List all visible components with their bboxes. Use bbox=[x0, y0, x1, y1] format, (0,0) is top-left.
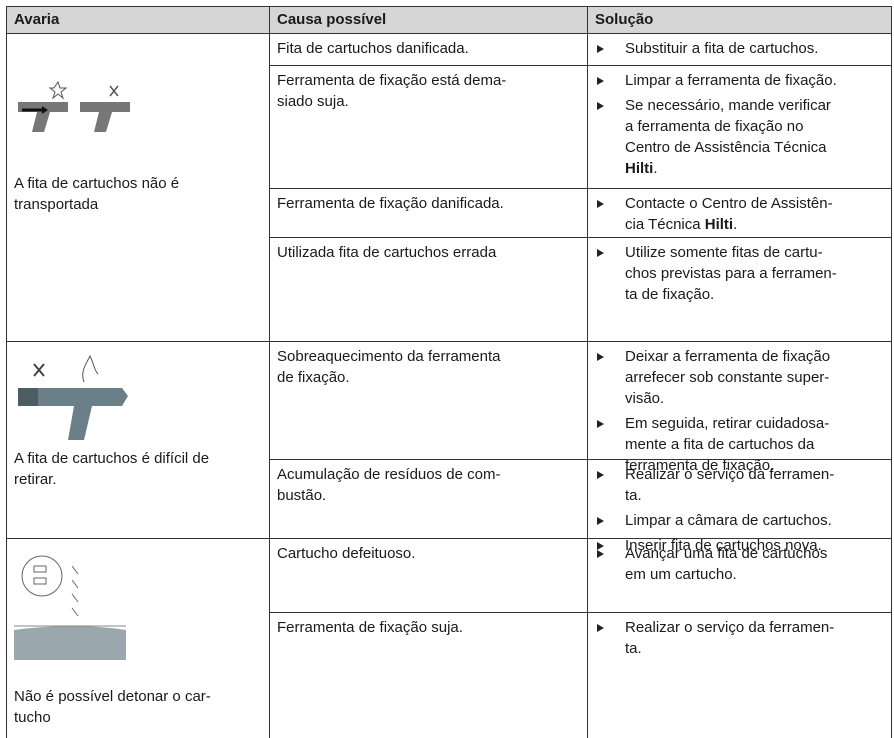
table-cell bbox=[269, 6, 588, 34]
text-line: Inserir fita de cartuchos nova. bbox=[625, 537, 822, 554]
text-line: bustão. bbox=[277, 487, 327, 504]
text-line: Ferramenta de fixação está dema- bbox=[277, 72, 507, 89]
text-line: Utilize somente fitas de cartu- bbox=[625, 244, 823, 261]
table-cell bbox=[587, 33, 892, 66]
text-line: ta. bbox=[625, 640, 642, 657]
text-line: Deixar a ferramenta de fixação bbox=[625, 348, 831, 365]
table-cell bbox=[6, 538, 270, 738]
text-line: cia Técnica Hilti. bbox=[625, 214, 737, 235]
column-header: Causa possível bbox=[277, 11, 387, 28]
table-cell bbox=[587, 538, 892, 613]
column-header: Solução bbox=[595, 11, 654, 28]
text-line: transportada bbox=[14, 196, 99, 213]
text-line: mente a fita de cartuchos da bbox=[625, 436, 815, 453]
text-run: . bbox=[653, 160, 658, 177]
text-line: Avançar uma fita de cartuchos bbox=[625, 545, 828, 562]
text-line: Hilti. bbox=[625, 158, 658, 179]
bullet bbox=[597, 542, 604, 550]
text-line: Ferramenta de fixação danificada. bbox=[277, 195, 504, 212]
table-cell bbox=[6, 33, 270, 342]
table-cell bbox=[269, 612, 588, 738]
bullet bbox=[597, 550, 604, 558]
text-line: Substituir a fita de cartuchos. bbox=[625, 40, 819, 57]
text-line: Realizar o serviço da ferramen- bbox=[625, 466, 835, 483]
text-line: Realizar o serviço da ferramen- bbox=[625, 619, 835, 636]
text-line: Em seguida, retirar cuidadosa- bbox=[625, 415, 830, 432]
table-cell bbox=[587, 188, 892, 238]
brand-name: Hilti bbox=[625, 160, 654, 177]
text-line: Limpar a ferramenta de fixação. bbox=[625, 72, 837, 89]
text-line: Utilizada fita de cartuchos errada bbox=[277, 244, 497, 261]
text-line: Centro de Assistência Técnica bbox=[625, 139, 827, 156]
bullet bbox=[597, 517, 604, 525]
text-line: ta. bbox=[625, 487, 642, 504]
text-line: Acumulação de resíduos de com- bbox=[277, 466, 501, 483]
text-line: retirar. bbox=[14, 471, 57, 488]
table-border bbox=[891, 6, 892, 738]
brand-name: Hilti bbox=[704, 216, 734, 233]
table-cell bbox=[6, 341, 270, 539]
text-line: Fita de cartuchos danificada. bbox=[277, 40, 469, 57]
table-cell bbox=[269, 237, 588, 342]
text-run: cia Técnica bbox=[625, 216, 705, 233]
table-cell bbox=[269, 459, 588, 539]
text-line: A fita de cartuchos não é bbox=[14, 175, 180, 192]
text-line: visão. bbox=[625, 390, 665, 407]
table-cell bbox=[587, 612, 892, 738]
text-line: de fixação. bbox=[277, 369, 350, 386]
text-line: A fita de cartuchos é difícil de bbox=[14, 450, 210, 467]
text-line: Não é possível detonar o car- bbox=[14, 688, 211, 705]
illustration bbox=[18, 354, 128, 440]
table-cell bbox=[6, 6, 270, 34]
text-line: ta de fixação. bbox=[625, 286, 715, 303]
text-line: Ferramenta de fixação suja. bbox=[277, 619, 463, 636]
text-line: siado suja. bbox=[277, 93, 349, 110]
text-line: Cartucho defeituoso. bbox=[277, 545, 416, 562]
table-cell bbox=[269, 341, 588, 460]
text-line: Sobreaquecimento da ferramenta bbox=[277, 348, 501, 365]
bullet bbox=[597, 420, 604, 428]
illustration bbox=[14, 555, 126, 660]
table-cell bbox=[587, 6, 892, 34]
bullet bbox=[597, 77, 604, 85]
table-cell bbox=[269, 33, 588, 66]
text-line: tucho bbox=[14, 709, 51, 726]
text-line: chos previstas para a ferramen- bbox=[625, 265, 837, 282]
bullet bbox=[597, 353, 604, 361]
bullet bbox=[597, 471, 604, 479]
table-cell bbox=[269, 538, 588, 613]
table-cell bbox=[269, 65, 588, 189]
text-line: Contacte o Centro de Assistên- bbox=[625, 195, 833, 212]
bullet bbox=[597, 45, 604, 53]
table-cell bbox=[587, 237, 892, 342]
bullet bbox=[597, 624, 604, 632]
table-cell bbox=[587, 341, 892, 460]
text-line: Limpar a câmara de cartuchos. bbox=[625, 512, 832, 529]
text-run: . bbox=[733, 216, 738, 233]
table-cell bbox=[269, 188, 588, 238]
table-cell bbox=[587, 459, 892, 539]
table-cell bbox=[587, 65, 892, 189]
bullet bbox=[597, 249, 604, 257]
text-line: arrefecer sob constante super- bbox=[625, 369, 830, 386]
bullet bbox=[597, 102, 604, 110]
column-header: Avaria bbox=[14, 11, 60, 28]
bullet bbox=[597, 200, 604, 208]
illustration bbox=[18, 80, 130, 132]
text-line: em um cartucho. bbox=[625, 566, 737, 583]
text-line: Se necessário, mande verificar bbox=[625, 97, 831, 114]
text-line: ferramenta de fixação. bbox=[625, 457, 775, 474]
text-line: a ferramenta de fixação no bbox=[625, 118, 804, 135]
